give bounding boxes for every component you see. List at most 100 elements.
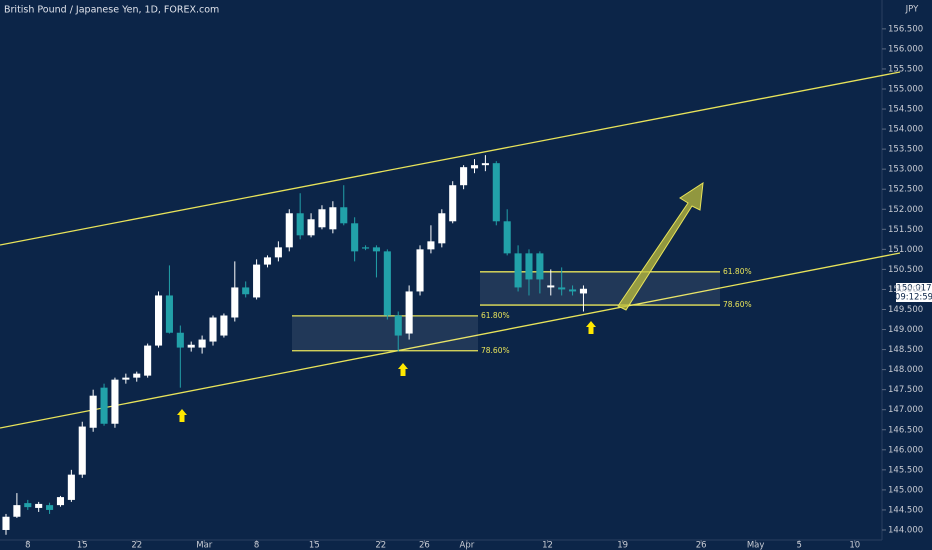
candle-body: [198, 339, 206, 348]
candle-body: [176, 332, 184, 348]
candle-body: [67, 474, 75, 500]
candle-body: [569, 289, 577, 292]
y-tick-label: 145.500: [888, 465, 923, 475]
candle-body: [13, 505, 21, 517]
candle-body: [405, 291, 413, 334]
candle-body: [438, 213, 446, 244]
candle-body: [372, 247, 380, 252]
candle-body: [122, 377, 130, 380]
candle-body: [285, 213, 293, 248]
fib-label: 78.60%: [723, 300, 752, 309]
candle-body: [503, 221, 511, 254]
y-tick-label: 153.000: [888, 165, 923, 175]
candle-body: [46, 505, 54, 510]
x-tick-label: 26: [696, 541, 707, 550]
fib-label: 61.80%: [723, 267, 752, 276]
last-price-box: [896, 283, 932, 302]
y-tick-label: 144.000: [888, 525, 923, 535]
candle-body: [492, 163, 500, 222]
candle-body: [340, 207, 348, 224]
candle-body: [394, 315, 402, 336]
candle-body: [296, 213, 304, 236]
candle-body: [274, 247, 282, 258]
candle-body: [242, 287, 250, 295]
y-tick-label: 149.000: [888, 325, 923, 335]
y-tick-label: 153.500: [888, 145, 923, 155]
channel-upper: [0, 71, 901, 246]
y-tick-label: 150.500: [888, 265, 923, 275]
candle-body: [460, 167, 468, 186]
chart-title: British Pound / Japanese Yen, 1D, FOREX.…: [4, 5, 219, 16]
candle-body: [416, 249, 424, 292]
x-tick-label: Mar: [196, 541, 213, 550]
candle-body: [165, 295, 173, 333]
y-tick-label: 156.000: [888, 44, 923, 54]
candle-body: [307, 219, 315, 236]
countdown: 09:12:59: [895, 293, 932, 303]
candle-body: [56, 497, 65, 506]
x-tick-label: 22: [375, 541, 386, 550]
x-tick-label: Apr: [460, 541, 475, 550]
fib-label: 78.60%: [481, 346, 510, 355]
candle-body: [231, 287, 239, 318]
candle-body: [351, 223, 359, 252]
candle-body: [536, 253, 544, 280]
y-tick-label: 147.000: [888, 405, 923, 415]
up-arrow: [398, 363, 408, 376]
x-tick-label: 8: [25, 541, 30, 550]
currency-label: JPY: [905, 5, 919, 15]
candle-body: [547, 285, 555, 288]
last-price-label: 150.017: [896, 284, 931, 294]
y-tick-label: 146.000: [888, 445, 923, 455]
candle-body: [525, 253, 533, 280]
x-tick-label: 15: [309, 541, 320, 550]
y-tick-label: 148.500: [888, 345, 923, 355]
y-tick-label: 148.000: [888, 365, 923, 375]
y-tick-label: 155.500: [888, 64, 923, 74]
up-arrow: [177, 409, 187, 422]
candle-body: [329, 207, 337, 230]
candle-body: [481, 163, 489, 166]
candle-body: [89, 395, 97, 428]
x-tick-label: 22: [131, 541, 142, 550]
y-tick-label: 151.000: [888, 245, 923, 255]
x-tick-label: 19: [617, 541, 628, 550]
y-tick-label: 152.000: [888, 205, 923, 215]
projection-arrow: [617, 182, 704, 311]
candle-body: [187, 344, 195, 348]
candle-body: [362, 247, 370, 249]
y-tick-label: 156.500: [888, 24, 923, 34]
y-tick-label: 149.500: [888, 305, 923, 315]
y-tick-label: 152.500: [888, 185, 923, 195]
up-arrow: [586, 321, 596, 334]
candle-body: [558, 287, 566, 290]
candle-body: [133, 373, 141, 378]
candle-body: [579, 288, 588, 294]
x-tick-label: 8: [254, 541, 259, 550]
y-tick-label: 146.500: [888, 425, 923, 435]
candle-body: [427, 241, 435, 250]
y-tick-label: 144.500: [888, 505, 923, 515]
y-tick-label: 151.500: [888, 225, 923, 235]
candle-body: [24, 503, 32, 508]
candle-body: [449, 185, 457, 222]
candle-body: [318, 209, 326, 228]
x-tick-label: 15: [77, 541, 88, 550]
x-tick-label: 26: [419, 541, 430, 550]
x-tick-label: 12: [542, 541, 553, 550]
candle-body: [220, 315, 228, 336]
candle-body: [470, 165, 479, 169]
x-tick-label: 5: [796, 541, 801, 550]
candle-body: [2, 516, 10, 530]
candle-body: [253, 264, 261, 298]
candle-body: [111, 379, 119, 424]
fib-label: 61.80%: [481, 311, 510, 320]
x-tick-label: 10: [849, 541, 860, 550]
y-tick-label: 145.000: [888, 485, 923, 495]
candle-body: [209, 317, 217, 342]
candle-body: [35, 503, 43, 508]
candle-body: [154, 295, 163, 346]
y-tick-label: 154.500: [888, 105, 923, 115]
